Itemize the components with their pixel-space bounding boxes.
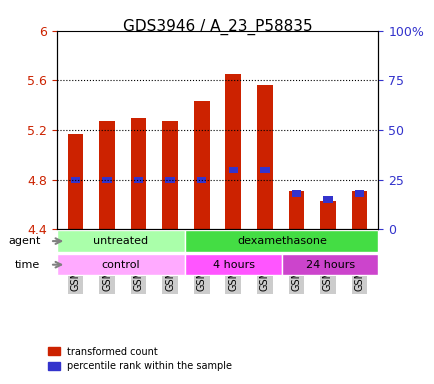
Text: agent: agent <box>8 236 40 246</box>
Bar <box>225 74 240 229</box>
FancyBboxPatch shape <box>185 254 281 275</box>
Text: dexamethasone: dexamethasone <box>237 236 326 246</box>
Bar <box>162 121 178 229</box>
Bar <box>354 190 363 197</box>
Bar <box>291 190 300 197</box>
Bar <box>351 191 367 229</box>
Bar <box>102 177 112 183</box>
Bar <box>288 191 304 229</box>
Text: time: time <box>15 260 40 270</box>
FancyBboxPatch shape <box>56 254 185 275</box>
Bar <box>99 121 115 229</box>
Bar <box>67 134 83 229</box>
FancyBboxPatch shape <box>56 230 185 252</box>
FancyBboxPatch shape <box>185 230 378 252</box>
Text: GDS3946 / A_23_P58835: GDS3946 / A_23_P58835 <box>122 19 312 35</box>
Bar <box>134 177 143 183</box>
Bar <box>165 177 174 183</box>
Bar <box>130 118 146 229</box>
Bar <box>71 177 80 183</box>
Bar <box>319 201 335 229</box>
FancyBboxPatch shape <box>281 254 378 275</box>
Bar <box>228 167 237 173</box>
Text: 24 hours: 24 hours <box>305 260 354 270</box>
Text: untreated: untreated <box>93 236 148 246</box>
Legend: transformed count, percentile rank within the sample: transformed count, percentile rank withi… <box>44 343 236 375</box>
Text: 4 hours: 4 hours <box>212 260 254 270</box>
Bar <box>256 85 272 229</box>
Bar <box>194 101 209 229</box>
Bar <box>197 177 206 183</box>
Bar <box>260 167 269 173</box>
Text: control: control <box>102 260 140 270</box>
Bar <box>322 197 332 203</box>
